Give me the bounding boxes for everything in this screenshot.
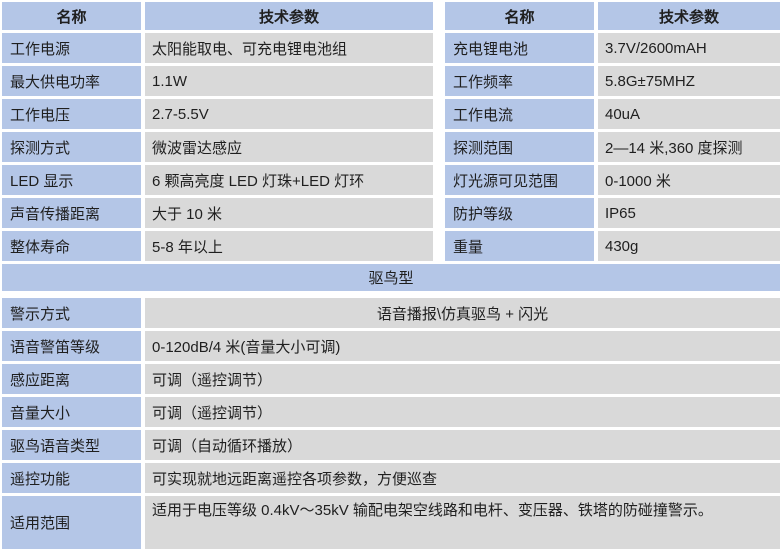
table-row: 充电锂电池 3.7V/2600mAH [445,33,780,63]
param-value-cell: 语音播报\仿真驱鸟 + 闪光 [145,298,780,328]
specs-table-left: 名称 技术参数 工作电源 太阳能取电、可充电锂电池组 最大供电功率 1.1W 工… [2,2,433,261]
param-value-cell: 适用于电压等级 0.4kV～35kV 输配电架空线路和电杆、变压器、铁塔的防碰撞… [145,496,780,549]
param-name-cell: 工作电源 [2,33,141,63]
table-row: 语音警笛等级 0-120dB/4 米(音量大小可调) [2,331,780,361]
table-header-row: 名称 技术参数 [445,2,780,30]
param-name-cell: 工作电流 [445,99,594,129]
table-row: 最大供电功率 1.1W [2,66,433,96]
table-row: 探测方式 微波雷达感应 [2,132,433,162]
table-row: 音量大小 可调（遥控调节） [2,397,780,427]
table-row: 遥控功能 可实现就地远距离遥控各项参数，方便巡查 [2,463,780,493]
param-name-cell: 音量大小 [2,397,141,427]
table-row: 防护等级 IP65 [445,198,780,228]
table-row: 重量 430g [445,231,780,261]
table-row: 灯光源可见范围 0-1000 米 [445,165,780,195]
param-value-cell: 2.7-5.5V [145,99,433,129]
column-header-name: 名称 [445,2,594,30]
table-row: 警示方式 语音播报\仿真驱鸟 + 闪光 [2,298,780,328]
param-value-cell: 430g [598,231,780,261]
param-name-cell: 探测方式 [2,132,141,162]
param-name-cell: 驱鸟语音类型 [2,430,141,460]
param-value-cell: 40uA [598,99,780,129]
param-value-cell: 微波雷达感应 [145,132,433,162]
column-header-params: 技术参数 [598,2,780,30]
param-value-cell: 5.8G±75MHZ [598,66,780,96]
table-row: 工作频率 5.8G±75MHZ [445,66,780,96]
column-header-params: 技术参数 [145,2,433,30]
top-tables-section: 名称 技术参数 工作电源 太阳能取电、可充电锂电池组 最大供电功率 1.1W 工… [2,2,780,261]
table-row: 适用范围 适用于电压等级 0.4kV～35kV 输配电架空线路和电杆、变压器、铁… [2,496,780,549]
param-name-cell: 语音警笛等级 [2,331,141,361]
table-row: 驱鸟语音类型 可调（自动循环播放） [2,430,780,460]
table-row: 探测范围 2—14 米,360 度探测 [445,132,780,162]
param-value-cell: 0-1000 米 [598,165,780,195]
param-name-cell: 防护等级 [445,198,594,228]
param-name-cell: 工作频率 [445,66,594,96]
column-header-name: 名称 [2,2,141,30]
section-banner: 驱鸟型 [2,264,780,291]
param-name-cell: 感应距离 [2,364,141,394]
section-banner-title: 驱鸟型 [368,270,414,287]
param-value-cell: 可实现就地远距离遥控各项参数，方便巡查 [145,463,780,493]
table-row: 工作电压 2.7-5.5V [2,99,433,129]
param-name-cell: 探测范围 [445,132,594,162]
param-value-cell: 可调（自动循环播放） [145,430,780,460]
table-row: LED 显示 6 颗高亮度 LED 灯珠+LED 灯环 [2,165,433,195]
param-value-cell: 1.1W [145,66,433,96]
table-row: 整体寿命 5-8 年以上 [2,231,433,261]
param-value-cell: 6 颗高亮度 LED 灯珠+LED 灯环 [145,165,433,195]
table-header-row: 名称 技术参数 [2,2,433,30]
param-name-cell: 灯光源可见范围 [445,165,594,195]
param-value-cell: 可调（遥控调节） [145,364,780,394]
param-name-cell: 最大供电功率 [2,66,141,96]
table-row: 工作电源 太阳能取电、可充电锂电池组 [2,33,433,63]
param-name-cell: 适用范围 [2,496,141,549]
param-name-cell: 重量 [445,231,594,261]
param-name-cell: 警示方式 [2,298,141,328]
specs-table-bottom: 警示方式 语音播报\仿真驱鸟 + 闪光 语音警笛等级 0-120dB/4 米(音… [2,298,780,549]
param-name-cell: LED 显示 [2,165,141,195]
param-value-cell: 太阳能取电、可充电锂电池组 [145,33,433,63]
table-row: 声音传播距离 大于 10 米 [2,198,433,228]
param-value-cell: 3.7V/2600mAH [598,33,780,63]
param-value-cell: 2—14 米,360 度探测 [598,132,780,162]
table-row: 工作电流 40uA [445,99,780,129]
param-name-cell: 工作电压 [2,99,141,129]
param-name-cell: 整体寿命 [2,231,141,261]
param-name-cell: 充电锂电池 [445,33,594,63]
specs-table-right: 名称 技术参数 充电锂电池 3.7V/2600mAH 工作频率 5.8G±75M… [445,2,780,261]
table-row: 感应距离 可调（遥控调节） [2,364,780,394]
param-name-cell: 遥控功能 [2,463,141,493]
param-value-cell: 可调（遥控调节） [145,397,780,427]
param-value-cell: 5-8 年以上 [145,231,433,261]
param-value-cell: IP65 [598,198,780,228]
param-value-cell: 0-120dB/4 米(音量大小可调) [145,331,780,361]
param-value-cell: 大于 10 米 [145,198,433,228]
param-name-cell: 声音传播距离 [2,198,141,228]
